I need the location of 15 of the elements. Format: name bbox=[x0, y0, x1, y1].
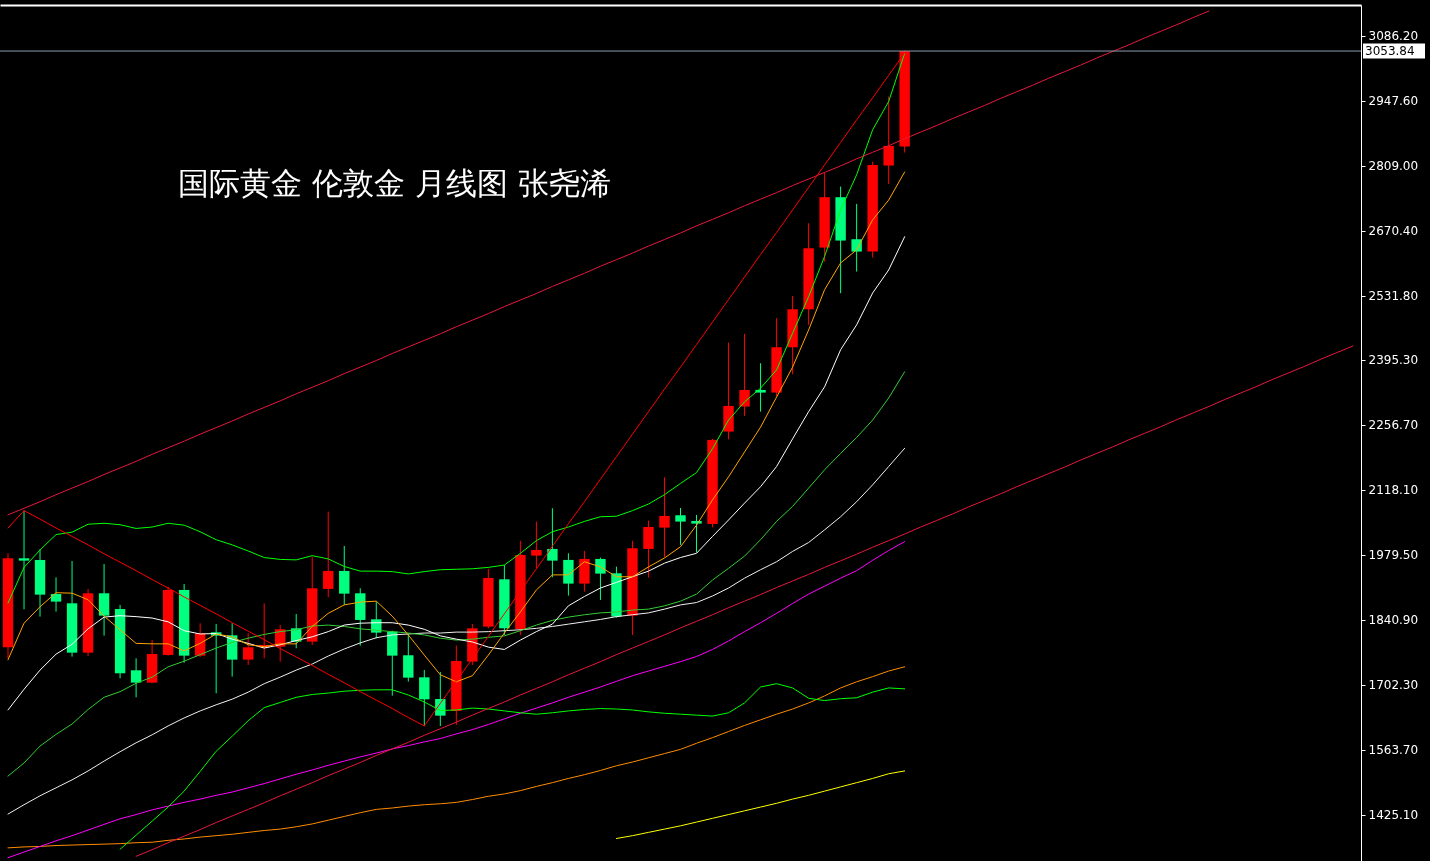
y-tick-label: 1563.70 bbox=[1368, 743, 1419, 758]
y-tick-label: 2531.80 bbox=[1368, 289, 1419, 304]
y-tick-label: 1702.30 bbox=[1368, 678, 1419, 693]
y-tick-label: 2947.60 bbox=[1368, 94, 1419, 109]
y-tick-label: 2256.70 bbox=[1368, 418, 1419, 433]
y-tick-label: 2118.10 bbox=[1368, 483, 1419, 498]
y-tick-label: 2395.30 bbox=[1368, 353, 1419, 368]
y-tick-label: 1425.10 bbox=[1368, 808, 1419, 823]
y-tick-label: 2670.40 bbox=[1368, 224, 1419, 239]
y-tick-label: 1840.90 bbox=[1368, 613, 1419, 628]
y-tick-label: 1979.50 bbox=[1368, 548, 1419, 563]
text: 国际黄金 伦敦金 月线图 张尧浠 bbox=[178, 165, 611, 201]
ref-line-label: 3053.84 bbox=[1365, 44, 1415, 59]
y-tick-label: 2809.00 bbox=[1368, 159, 1419, 174]
y-tick-label: 3086.20 bbox=[1368, 29, 1419, 44]
